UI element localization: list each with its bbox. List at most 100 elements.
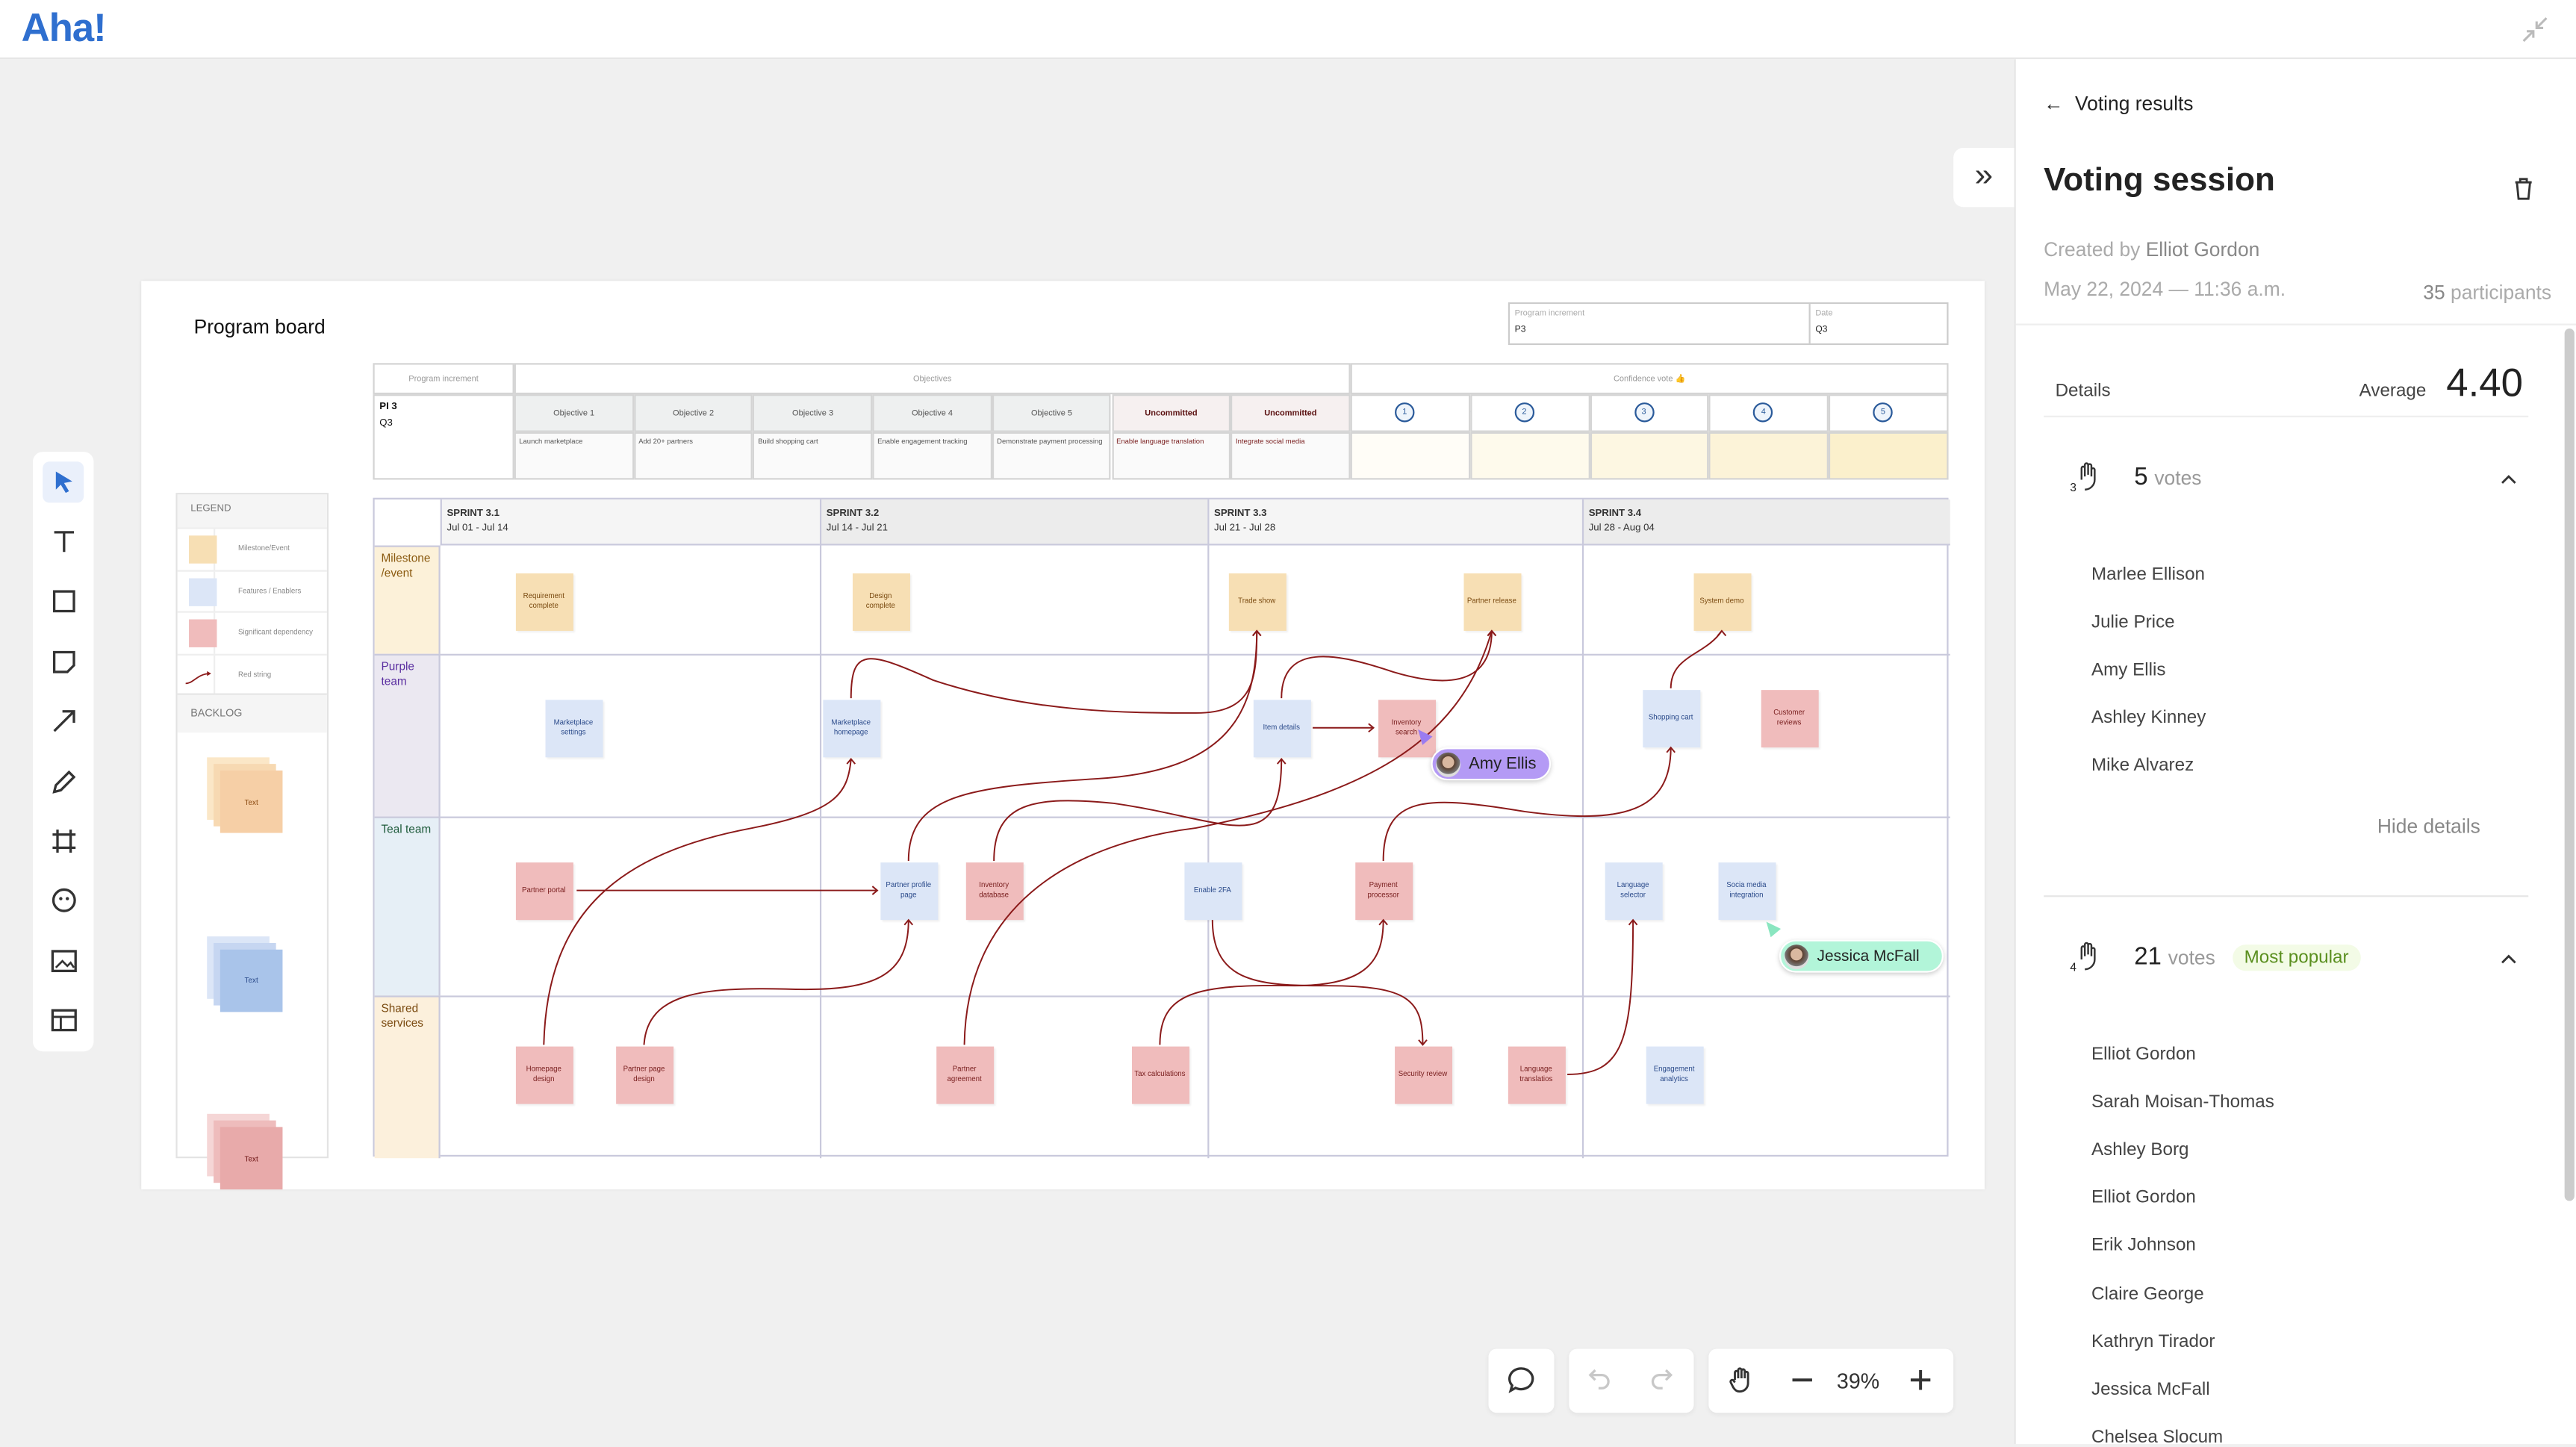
- sticky-note[interactable]: Shopping cart: [1642, 689, 1700, 747]
- sticky-note-icon: [52, 650, 75, 673]
- sticky-note[interactable]: Requirement complete: [514, 572, 573, 630]
- header-confidence-vote: Confidence vote 👍: [1350, 363, 1949, 395]
- red-string[interactable]: [1670, 630, 1723, 688]
- sticky-note[interactable]: Partner portal: [514, 862, 573, 920]
- voter-name: Ashley Kinney: [2091, 708, 2206, 729]
- voter-name: Chelsea Slocum: [2091, 1427, 2224, 1447]
- confidence-level-2[interactable]: 2: [1514, 402, 1534, 423]
- red-string[interactable]: [993, 759, 1283, 861]
- lane-divider: [440, 995, 1950, 998]
- vote-group-header[interactable]: 4 21 votes Most popular: [2016, 930, 2576, 989]
- sprint-divider: [1581, 545, 1584, 1159]
- confidence-vote-area[interactable]: [1469, 432, 1590, 480]
- sticky-note[interactable]: Design complete: [851, 572, 909, 630]
- confidence-cell[interactable]: [1589, 394, 1710, 432]
- sticky-note[interactable]: Socia media integration: [1717, 862, 1776, 920]
- sticky-note[interactable]: Language selector: [1604, 862, 1662, 920]
- collapse-icon[interactable]: [2520, 15, 2550, 45]
- backlog-stack[interactable]: Text: [207, 1114, 289, 1196]
- confidence-vote-area[interactable]: [1350, 432, 1470, 480]
- sticky-note[interactable]: Enable 2FA: [1183, 862, 1242, 920]
- confidence-vote-area[interactable]: [1589, 432, 1710, 480]
- sticky-note[interactable]: System demo: [1693, 572, 1751, 630]
- zoom-out-icon[interactable]: [1788, 1365, 1817, 1395]
- hide-details-button[interactable]: Hide details: [2377, 815, 2480, 838]
- pi-label: PI 3: [379, 402, 397, 413]
- sticky-note[interactable]: Tax calculations: [1130, 1045, 1189, 1104]
- tool-sticker[interactable]: [43, 880, 84, 921]
- sticky-note[interactable]: Trade show: [1228, 572, 1286, 630]
- red-string[interactable]: [1159, 920, 1384, 1045]
- backlog-stack[interactable]: Text: [207, 757, 289, 839]
- sprint-divider: [819, 545, 822, 1159]
- voter-name: Marlee Ellison: [2091, 564, 2206, 585]
- pi-value: P3: [1514, 325, 1526, 335]
- red-string[interactable]: [1281, 630, 1493, 699]
- confidence-level-4[interactable]: 4: [1753, 402, 1773, 423]
- red-string[interactable]: [543, 759, 852, 1045]
- tool-image[interactable]: [43, 940, 84, 981]
- sprint-header: SPRINT 3.1 Jul 01 - Jul 14: [440, 499, 820, 546]
- string-arrowhead: [1251, 629, 1262, 637]
- aha-logo[interactable]: Aha!: [21, 6, 107, 52]
- redo-icon[interactable]: [1646, 1365, 1676, 1395]
- sprint-divider: [1207, 545, 1210, 1159]
- tool-template[interactable]: [43, 1000, 84, 1041]
- sticky-note[interactable]: Payment processor: [1354, 862, 1413, 920]
- tool-arrow[interactable]: [43, 701, 84, 742]
- red-string[interactable]: [1211, 920, 1424, 1045]
- red-string[interactable]: [643, 920, 909, 1045]
- scrollbar[interactable]: [2564, 329, 2575, 1201]
- shape-icon: [52, 591, 75, 613]
- sticky-note[interactable]: Partner agreement: [936, 1045, 994, 1104]
- sticky-note[interactable]: Customer reviews: [1760, 689, 1818, 747]
- sticky-note[interactable]: Marketplace homepage: [822, 699, 880, 757]
- objective-label: Uncommitted: [1231, 394, 1351, 432]
- sticky-note[interactable]: Security review: [1393, 1045, 1452, 1104]
- avatar: [1784, 944, 1809, 969]
- program-board[interactable]: Program board Program increment P3 Date …: [141, 281, 1985, 1190]
- chevron-up-icon[interactable]: [2499, 470, 2519, 489]
- sticky-note[interactable]: Partner profile page: [880, 862, 938, 920]
- lane-divider: [440, 816, 1950, 818]
- red-string[interactable]: [850, 630, 1258, 714]
- tool-sticky-note[interactable]: [43, 641, 84, 682]
- hand-icon[interactable]: [1727, 1365, 1757, 1395]
- sticky-note[interactable]: Inventory database: [965, 862, 1023, 920]
- confidence-level-1[interactable]: 1: [1395, 402, 1415, 423]
- sticky-note[interactable]: Engagement analytics: [1645, 1045, 1703, 1104]
- confidence-vote-area[interactable]: [1709, 432, 1829, 480]
- sticky-note[interactable]: Item details: [1252, 699, 1310, 757]
- red-string[interactable]: [907, 630, 1258, 861]
- participants-count: 35: [2423, 281, 2445, 305]
- sticky-note[interactable]: Partner release: [1463, 572, 1521, 630]
- comment-button[interactable]: [1488, 1348, 1555, 1413]
- legend-divider: [214, 654, 216, 695]
- tool-text[interactable]: [43, 521, 84, 562]
- back-to-voting-results[interactable]: ← Voting results: [2044, 92, 2193, 115]
- tool-frame[interactable]: [43, 821, 84, 862]
- confidence-level-3[interactable]: 3: [1634, 402, 1654, 423]
- sticky-note[interactable]: Marketplace settings: [544, 699, 603, 757]
- sticky-note[interactable]: Inventory search: [1377, 699, 1435, 757]
- tool-pen[interactable]: [43, 761, 84, 802]
- arrow-left-icon: ←: [2044, 92, 2064, 116]
- zoom-in-icon[interactable]: [1905, 1365, 1935, 1395]
- chevron-up-icon[interactable]: [2499, 950, 2519, 969]
- sticky-note[interactable]: Partner page design: [615, 1045, 673, 1104]
- tool-select[interactable]: [43, 461, 84, 503]
- vote-group-header[interactable]: 3 5 votes: [2016, 450, 2576, 509]
- backlog-card-label: Text: [244, 976, 258, 985]
- backlog-stack[interactable]: Text: [207, 936, 289, 1018]
- tool-shape[interactable]: [43, 581, 84, 622]
- confidence-level-5[interactable]: 5: [1873, 402, 1894, 423]
- sprint-grid: SPRINT 3.1 Jul 01 - Jul 14 SPRINT 3.2 Jul 1…: [373, 497, 1950, 1159]
- expand-panel-button[interactable]: »: [1953, 148, 2015, 208]
- sticky-note[interactable]: Language translatios: [1507, 1045, 1565, 1104]
- image-icon: [50, 949, 76, 972]
- trash-icon[interactable]: [2512, 175, 2535, 202]
- red-string[interactable]: [963, 630, 1493, 1045]
- confidence-vote-area[interactable]: [1829, 432, 1949, 480]
- sticky-note[interactable]: Homepage design: [514, 1045, 573, 1104]
- undo-icon[interactable]: [1585, 1365, 1615, 1395]
